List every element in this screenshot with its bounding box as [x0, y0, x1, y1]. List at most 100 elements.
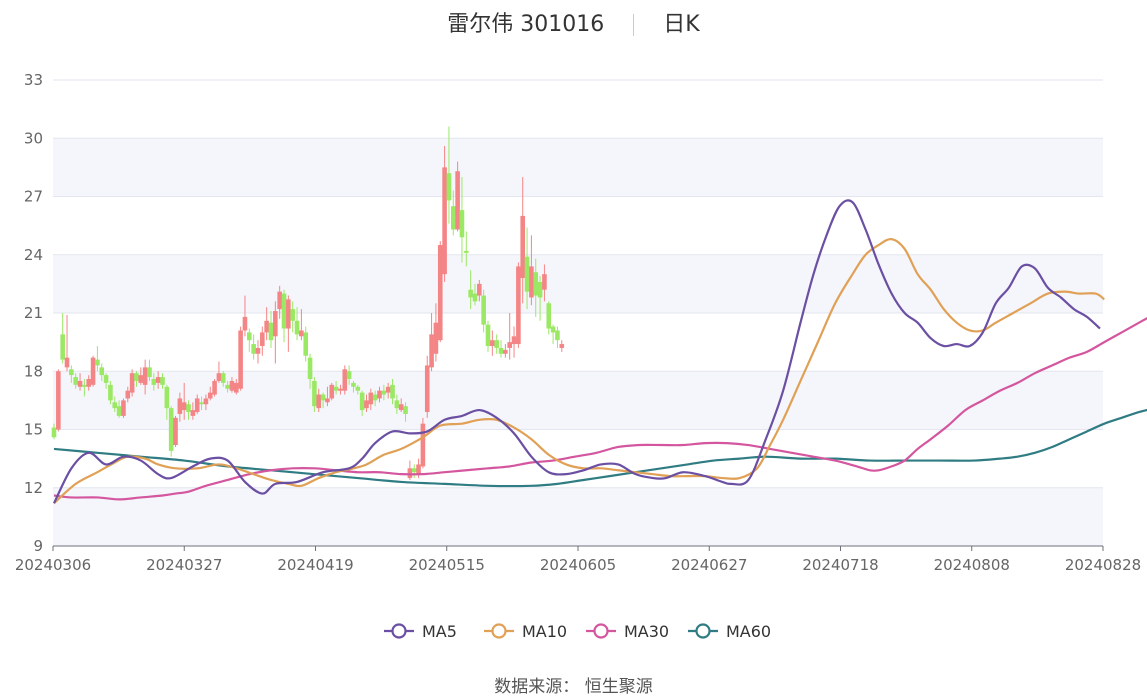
legend-item-ma10[interactable]: MA10	[484, 622, 567, 641]
candle	[355, 384, 361, 395]
candle-body	[247, 332, 252, 341]
legend-item-ma5[interactable]: MA5	[384, 622, 457, 641]
candle-body	[212, 380, 217, 395]
candle-body	[138, 375, 144, 383]
candle-body	[121, 400, 126, 416]
candle	[342, 365, 348, 395]
candle-body	[260, 332, 265, 347]
data-source: 数据来源： 恒生聚源	[0, 672, 1147, 697]
candle	[316, 388, 322, 413]
candle	[264, 307, 269, 341]
candle-body	[125, 390, 131, 399]
background-bands	[53, 138, 1103, 546]
candle	[372, 390, 378, 407]
candle-body	[90, 357, 96, 385]
candle-body	[69, 369, 74, 376]
candle	[190, 402, 196, 420]
candle-body	[316, 394, 322, 409]
candle-body	[264, 320, 269, 333]
candle-body	[351, 382, 356, 387]
candle-body	[516, 266, 521, 345]
x-tick-label: 20240515	[409, 556, 485, 574]
candle-body	[511, 336, 517, 345]
grid-band	[53, 254, 1103, 313]
candle	[281, 289, 287, 343]
candle-body	[95, 359, 100, 366]
candle-body	[312, 380, 317, 407]
candle	[429, 313, 434, 372]
candle-body	[164, 386, 170, 409]
candle	[238, 326, 243, 391]
candle-body	[355, 386, 361, 391]
grid-band	[53, 487, 1103, 546]
candle	[303, 326, 309, 362]
candle-body	[407, 468, 413, 479]
candle-body	[303, 332, 309, 356]
ma5-line	[53, 199, 1101, 504]
candle	[477, 279, 482, 302]
candle	[233, 379, 239, 395]
y-tick-label: 27	[24, 188, 43, 206]
candle-body	[233, 382, 239, 393]
candle	[203, 394, 209, 411]
candle	[103, 373, 109, 389]
candle-body	[177, 398, 183, 414]
candle-body	[394, 400, 400, 409]
candle	[516, 262, 521, 348]
candle-body	[498, 347, 504, 354]
candle-body	[238, 330, 243, 389]
candle	[160, 373, 165, 389]
legend-item-ma30[interactable]: MA30	[586, 622, 669, 641]
legend-label: MA10	[522, 622, 567, 641]
candle-body	[194, 398, 200, 413]
candle	[420, 417, 426, 469]
candle-body	[524, 256, 530, 292]
candle	[173, 415, 178, 447]
candle	[325, 386, 330, 407]
candle	[424, 355, 430, 418]
candle	[398, 398, 404, 413]
candle	[95, 346, 100, 372]
candle	[51, 423, 57, 440]
candle	[186, 400, 191, 420]
y-tick-label: 12	[24, 479, 43, 497]
title-separator	[633, 14, 635, 36]
candle	[468, 270, 473, 310]
candle-body	[559, 344, 565, 348]
y-tick-label: 21	[24, 304, 43, 322]
legend[interactable]: MA5 MA10 MA30 MA60	[384, 622, 771, 641]
candle	[294, 307, 300, 341]
candle-body	[546, 303, 552, 329]
candle-body	[251, 344, 256, 354]
candle	[307, 353, 313, 389]
candle	[446, 126, 452, 224]
y-tick-label: 24	[24, 246, 43, 264]
candle-body	[420, 423, 426, 467]
candle	[268, 311, 274, 348]
grid-band	[53, 138, 1103, 197]
candle	[255, 340, 261, 364]
candle-body	[403, 406, 408, 414]
candle	[312, 377, 317, 413]
candle-body	[277, 291, 282, 310]
candle	[546, 301, 552, 335]
candle	[320, 392, 326, 409]
candle	[112, 396, 118, 413]
legend-item-ma60[interactable]: MA60	[688, 622, 771, 641]
candle	[464, 231, 469, 267]
candle-body	[342, 369, 348, 391]
candle	[86, 375, 92, 391]
candle	[407, 460, 413, 480]
candle-body	[464, 250, 469, 253]
candle-body	[390, 384, 395, 399]
candle	[299, 309, 304, 341]
x-tick-label: 20240828	[1065, 556, 1141, 574]
candle	[450, 190, 456, 236]
candle-body	[416, 464, 421, 475]
candle	[507, 313, 512, 360]
candle	[168, 406, 174, 457]
moving-average-lines	[53, 199, 1147, 505]
candle	[411, 464, 417, 479]
candle	[77, 373, 83, 391]
